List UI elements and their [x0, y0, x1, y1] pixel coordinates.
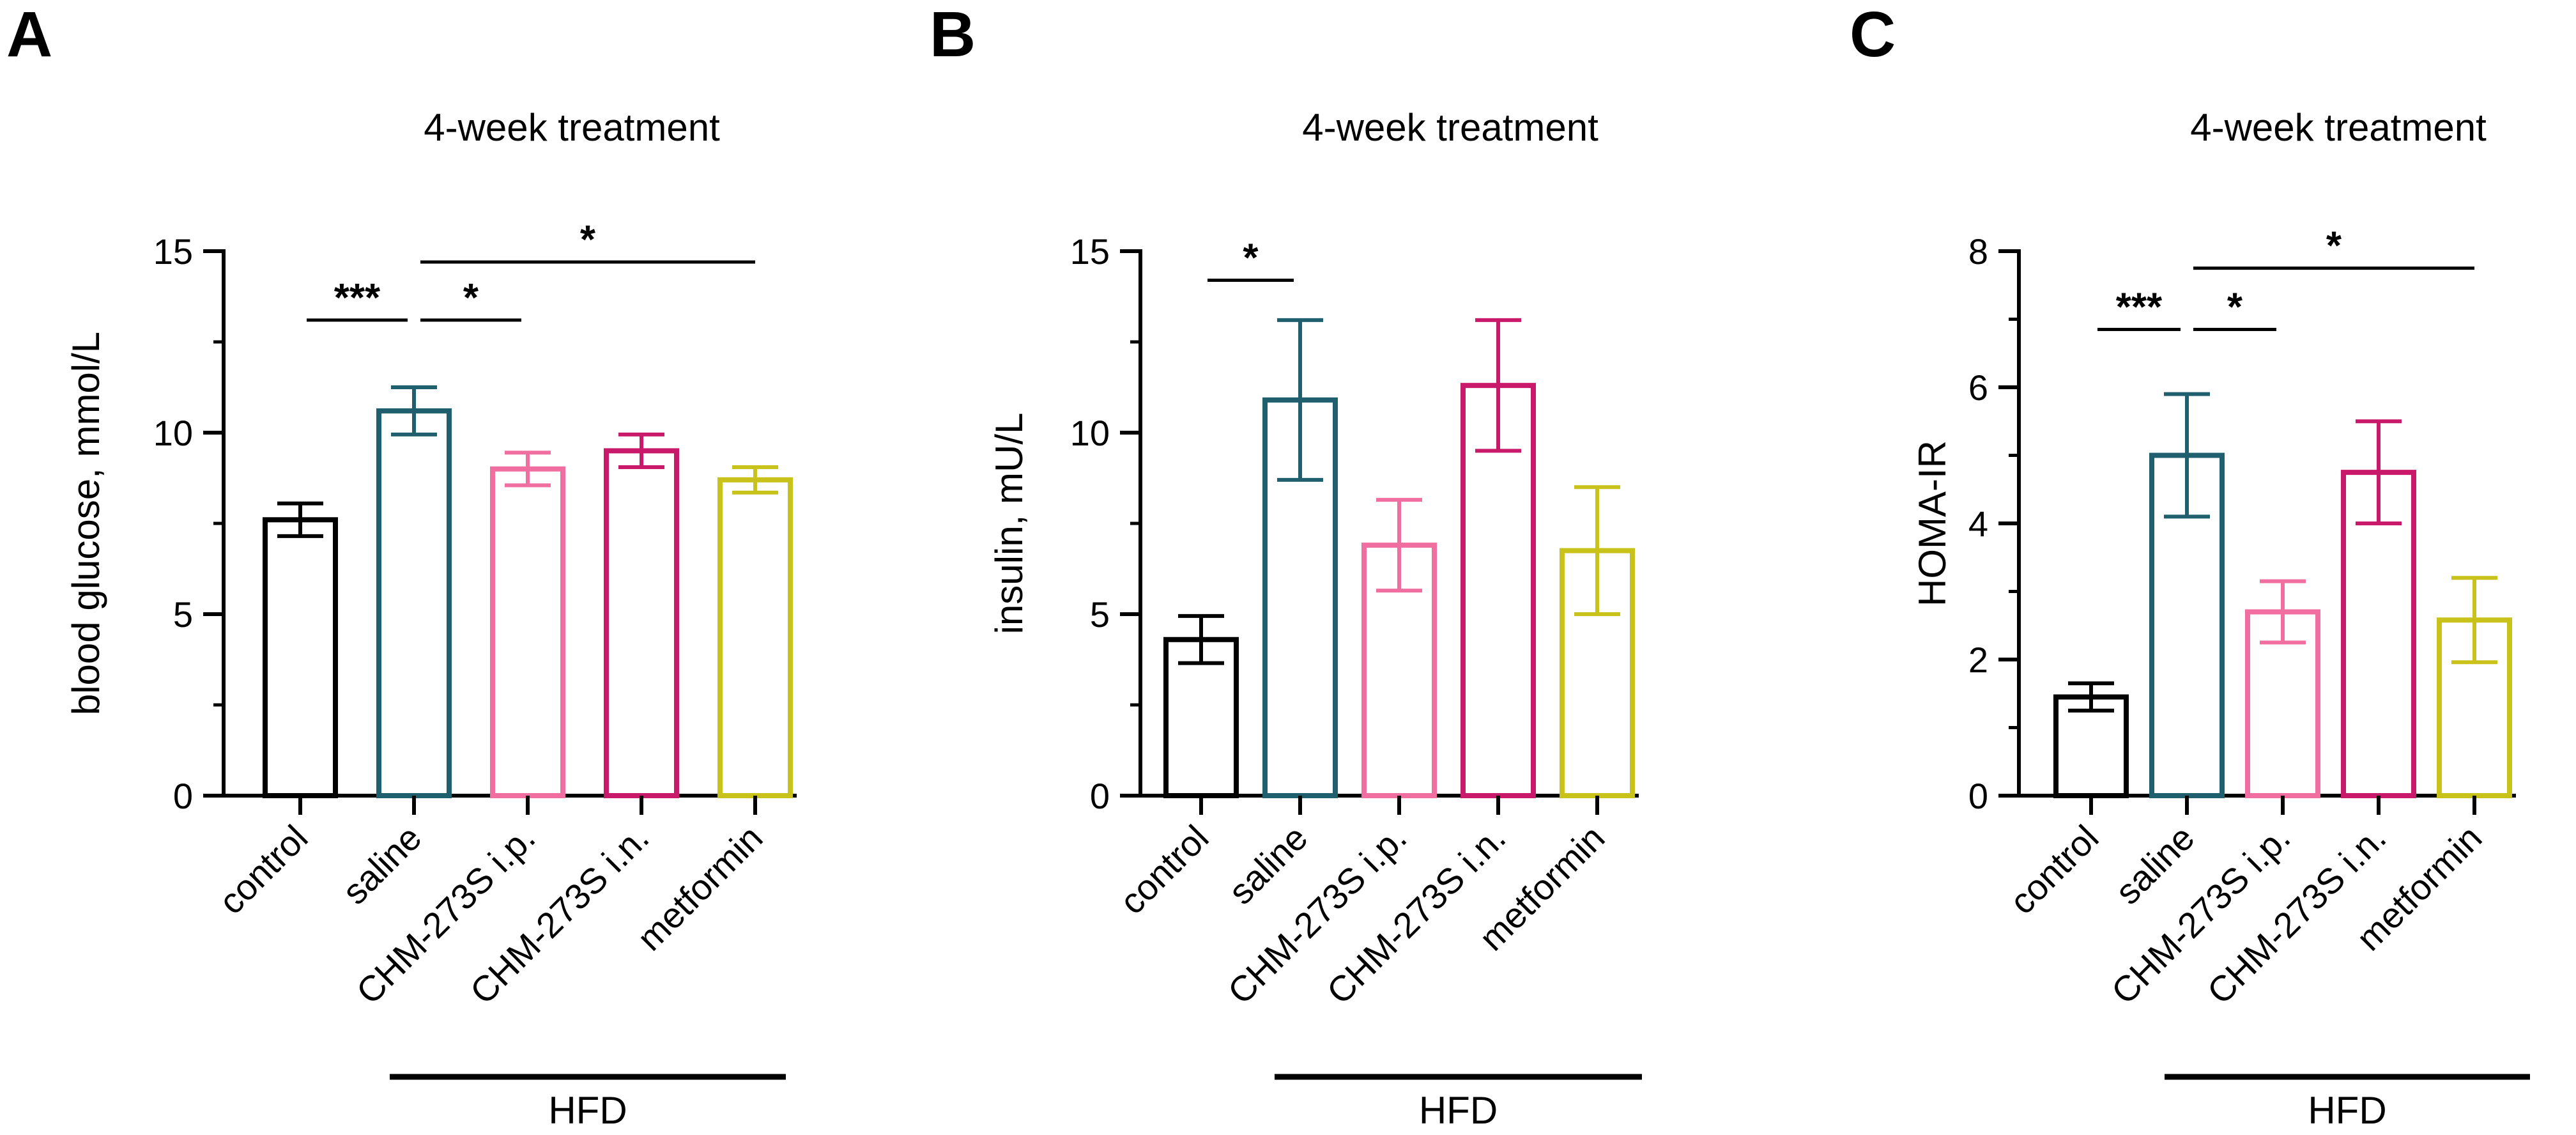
x-tick-label: CHM-273S i.n. [1319, 817, 1513, 1012]
group-label: HFD [548, 1089, 627, 1132]
significance-label: * [1243, 236, 1259, 280]
x-tick-label: saline [2107, 817, 2202, 912]
x-tick-label: control [2002, 817, 2106, 922]
y-tick-label: 5 [173, 594, 193, 635]
chart-title: 4-week treatment [2190, 106, 2487, 149]
chart-title: 4-week treatment [424, 106, 720, 149]
bar-saline [376, 408, 452, 798]
x-tick-label: metformin [629, 817, 770, 959]
y-tick-label: 0 [1090, 776, 1110, 816]
y-tick-label: 10 [153, 413, 193, 453]
error-bar [391, 385, 437, 436]
group-label: HFD [1419, 1089, 1498, 1132]
significance-label: * [2326, 224, 2342, 268]
x-tick-label: saline [334, 817, 429, 912]
y-tick-label: 8 [1968, 231, 1988, 272]
bar-chm-273s-i-n- [604, 448, 679, 798]
x-tick-label: control [211, 817, 315, 922]
y-tick-label: 15 [1070, 231, 1110, 272]
error-bar [1475, 318, 1521, 453]
panel-letter: C [1850, 0, 1896, 70]
significance-label: * [2227, 285, 2243, 329]
panel-letter: B [930, 0, 976, 70]
error-bar [2356, 419, 2402, 525]
error-bar [1574, 485, 1620, 616]
chart-panel-c: C 4-week treatment HOMA-IR 0 2 4 6 8 control sali… [1850, 0, 2530, 1132]
x-tick-label: saline [1220, 817, 1315, 912]
significance-label: * [580, 218, 596, 262]
bar-chm-273s-i-p- [490, 466, 565, 798]
error-bar [1178, 614, 1224, 665]
error-bar [2451, 576, 2497, 665]
significance-label: *** [334, 276, 381, 320]
group-label: HFD [2308, 1089, 2386, 1132]
y-tick-label: 15 [153, 231, 193, 272]
error-bar [1277, 318, 1323, 482]
y-tick-label: 4 [1968, 504, 1988, 544]
panel-letter: A [6, 0, 52, 70]
error-bar [505, 451, 551, 488]
y-tick-label: 10 [1070, 413, 1110, 453]
x-tick-label: control [1112, 817, 1216, 922]
significance-label: * [463, 276, 479, 320]
y-axis-label: insulin, mU/L [988, 413, 1031, 635]
chart-panel-b: B 4-week treatment insulin, mU/L 0 5 10 15 cont… [930, 0, 1642, 1132]
y-axis-label: blood glucose, mmol/L [65, 332, 107, 715]
bar-control [263, 517, 338, 798]
x-tick-label: CHM-273S i.p. [1220, 817, 1414, 1012]
bar-metformin [717, 477, 793, 799]
y-tick-label: 5 [1090, 594, 1110, 635]
y-axis-label: HOMA-IR [1911, 440, 1954, 606]
error-bar [618, 432, 664, 469]
error-bar [277, 501, 323, 538]
error-bar [2260, 579, 2306, 645]
chart-panel-a: A 4-week treatment blood glucose, mmol/L 0 5… [6, 0, 797, 1132]
error-bar [2164, 392, 2210, 519]
error-bar [2068, 681, 2114, 713]
y-tick-label: 2 [1968, 640, 1988, 680]
chart-title: 4-week treatment [1302, 106, 1598, 149]
significance-label: *** [2116, 285, 2163, 329]
y-tick-label: 0 [173, 776, 193, 816]
y-tick-label: 0 [1968, 776, 1988, 816]
error-bar [1376, 498, 1422, 593]
y-tick-label: 6 [1968, 367, 1988, 408]
error-bar [732, 465, 778, 495]
